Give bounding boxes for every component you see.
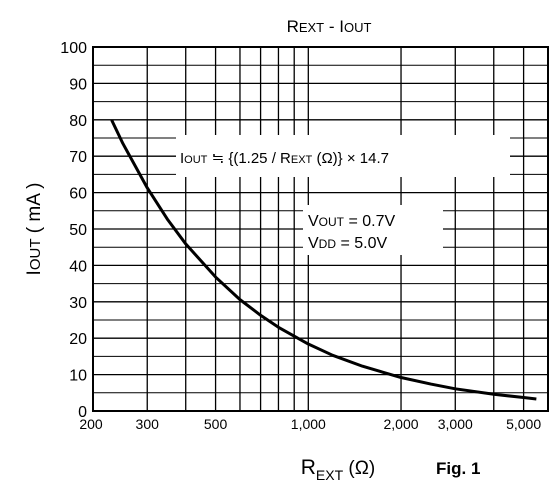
y-tick-label: 30: [69, 295, 87, 312]
chart-title: REXT - IOUT: [287, 17, 372, 36]
y-tick-label: 50: [69, 222, 87, 239]
x-tick-label: 300: [136, 416, 160, 432]
x-tick-label: 1,000: [291, 416, 326, 432]
y-tick-label: 80: [69, 113, 87, 130]
y-tick-labels: 0 10 20 30 40 50 60 70 80 90 100: [60, 40, 87, 421]
y-axis-label: IOUT ( mA ): [24, 183, 45, 276]
x-tick-label: 2,000: [384, 416, 419, 432]
curve-layer: [110, 119, 537, 401]
x-tick-label: 200: [79, 416, 103, 432]
y-tick-label: 60: [69, 186, 87, 203]
x-tick-labels: 200 300 500 1,000 2,000 3,000 5,000: [79, 416, 541, 432]
y-tick-label: 90: [69, 76, 87, 93]
x-tick-label: 3,000: [438, 416, 473, 432]
y-tick-label: 70: [69, 149, 87, 166]
figure-label: Fig. 1: [436, 459, 480, 478]
y-tick-label: 10: [69, 368, 87, 385]
iout-curve: [110, 119, 537, 401]
x-axis-label: REXT (Ω): [301, 456, 376, 483]
y-tick-label: 40: [69, 258, 87, 275]
vout-annotation: VOUT = 0.7V: [308, 213, 395, 230]
y-tick-label: 20: [69, 331, 87, 348]
vdd-annotation: VDD = 5.0V: [308, 235, 387, 252]
conditions-box: [303, 205, 443, 255]
x-tick-label: 5,000: [506, 416, 541, 432]
y-tick-label: 100: [60, 40, 87, 57]
formula-annotation: IOUT ≒ {(1.25 / REXT (Ω)} × 14.7: [180, 150, 389, 167]
plot-frame: [92, 46, 549, 412]
x-tick-label: 500: [204, 416, 228, 432]
y-tick-label: 0: [78, 404, 87, 421]
formula-box: [176, 135, 510, 177]
